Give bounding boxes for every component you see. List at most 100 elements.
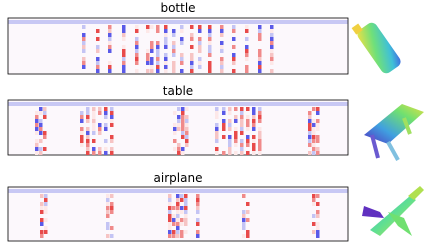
heatmap-cell [196,234,200,238]
heatmap-cell [234,115,238,119]
heatmap-cell [198,61,202,65]
heatmap-cell [270,45,274,49]
heatmap-cell [215,115,219,119]
heatmap-cell [228,139,232,143]
heatmap-cell [80,127,84,131]
heatmap-cell [234,139,238,143]
heatmap-cell [242,218,246,222]
heatmap-cell [196,194,200,198]
heatmap-cell [312,214,316,218]
heatmap-cell [177,107,181,111]
heatmap-cell [104,115,108,119]
heatmap-cell [208,37,212,41]
heatmap-cell [106,234,110,238]
heatmap-cell [150,25,154,29]
heatmap-cell [198,25,202,29]
heatmap-cell [316,147,320,151]
heatmap-cell [86,127,90,131]
heatmap-cell [106,202,110,206]
heatmap-cell [242,226,246,230]
heatmap-cell [184,210,188,214]
heatmap-cell [196,218,200,222]
heatmap-cell [180,41,184,45]
heatmap-cell [312,222,316,226]
heatmap-cell [168,230,172,234]
heatmap-cell [172,61,176,65]
heatmap-cell [150,49,154,53]
heatmap-cell [44,202,48,206]
heatmap-cell [234,143,238,147]
heatmap-cell [110,119,114,123]
heatmap-cell [176,222,180,226]
heatmap-cell [246,135,250,139]
heatmap-cell [164,25,168,29]
heatmap-cell [222,127,226,131]
heatmap-cell [234,135,238,139]
heatmap-cell [316,107,320,111]
heatmap-cell [252,123,256,127]
heatmap-cell [176,214,180,218]
heatmap-cell [86,143,90,147]
heatmap-cell [185,119,189,123]
heatmap-cell [190,69,194,73]
heatmap-cell [308,123,312,127]
heatmap-cell [39,151,43,155]
heatmap-cell [185,131,189,135]
heatmap-cell [222,135,226,139]
heatmap-cell [150,61,154,65]
heatmap-cell [92,107,96,111]
heatmap-cell [106,206,110,210]
heatmap-cell [181,147,185,151]
heatmap-cell [198,29,202,33]
heatmap-cell [177,119,181,123]
heatmap-cell [156,61,160,65]
heatmap-band [8,20,348,24]
heatmap-cell [316,135,320,139]
heatmap-cell [164,53,168,57]
heatmap-cell [190,25,194,29]
heatmap-cell [181,115,185,119]
heatmap-cell [86,139,90,143]
heatmap-cell [184,214,188,218]
heatmap-cell [80,143,84,147]
heatmap-cell [234,119,238,123]
heatmap-cell [240,119,244,123]
heatmap-cell [258,69,262,73]
heatmap-cell [35,111,39,115]
heatmap-cell [122,61,126,65]
heatmap-cell [196,222,200,226]
heatmap-cell [146,57,150,61]
heatmap-cell [173,131,177,135]
heatmap-cell [198,65,202,69]
heatmap-cell [176,226,180,230]
heatmap-cell [220,41,224,45]
heatmap-cell [196,206,200,210]
heatmap-cell [39,139,43,143]
heatmap-cell [176,210,180,214]
heatmap-cell [106,226,110,230]
heatmap-cell [35,115,39,119]
heatmap-cell [92,139,96,143]
heatmap-cell [316,230,320,234]
heatmap-cell [110,202,114,206]
heatmap-cell [316,202,320,206]
heatmap-cell [252,107,256,111]
heatmap-cell [242,194,246,198]
heatmap-cell [108,45,112,49]
heatmap-cell [106,214,110,218]
heatmap-cell [245,29,249,33]
heatmap-cell [316,139,320,143]
heatmap-cell [316,234,320,238]
heatmap-cell [245,37,249,41]
heatmap-cell [122,45,126,49]
heatmap-cell [110,151,114,155]
heatmap-cell [258,37,262,41]
heatmap-cell [184,230,188,234]
heatmap-cell [220,29,224,33]
heatmap-cell [146,25,150,29]
heatmap-cell [228,147,232,151]
heatmap-cell [40,230,44,234]
heatmap-cell [43,115,47,119]
heatmap-cell [184,202,188,206]
heatmap-cell [232,45,236,49]
